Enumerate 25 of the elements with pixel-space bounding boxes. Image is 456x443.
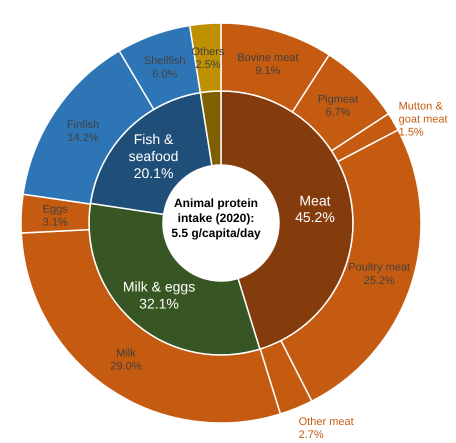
data-label: 1.5%	[398, 126, 424, 139]
slice-label: Other meat	[298, 416, 354, 428]
data-label: 6.7%	[325, 106, 351, 119]
slice-label: Milk	[116, 347, 136, 360]
slice-label: Bovine meat	[237, 52, 298, 64]
data-label: 14.2%	[68, 132, 99, 144]
data-label: 45.2%	[295, 209, 335, 226]
slice-label: Shellfish	[144, 55, 186, 68]
data-label: 9.1%	[255, 65, 281, 78]
data-label: 2.7%	[298, 429, 324, 442]
slice-label: Pigmeat	[318, 94, 358, 106]
slice-label: Fish & seafood	[128, 131, 178, 164]
slice-label: Poultry meat	[348, 262, 410, 274]
text: Animal protein intake (2020): 5.5 g/capita/day	[170, 196, 262, 240]
data-label: 29.0%	[110, 360, 142, 373]
data-label: 20.1%	[134, 164, 174, 181]
slice-label: Finfish	[66, 118, 100, 131]
data-label: 25.2%	[364, 274, 395, 287]
slice-label: Mutton & goat meat	[398, 100, 448, 126]
data-label: 32.1%	[139, 295, 179, 312]
data-label: 6.0%	[152, 68, 178, 80]
slice-label: Meat	[299, 192, 331, 208]
data-label: 3.1%	[42, 216, 68, 229]
slice-label: Eggs	[42, 203, 68, 216]
slice-label: Milk & eggs	[122, 278, 196, 294]
